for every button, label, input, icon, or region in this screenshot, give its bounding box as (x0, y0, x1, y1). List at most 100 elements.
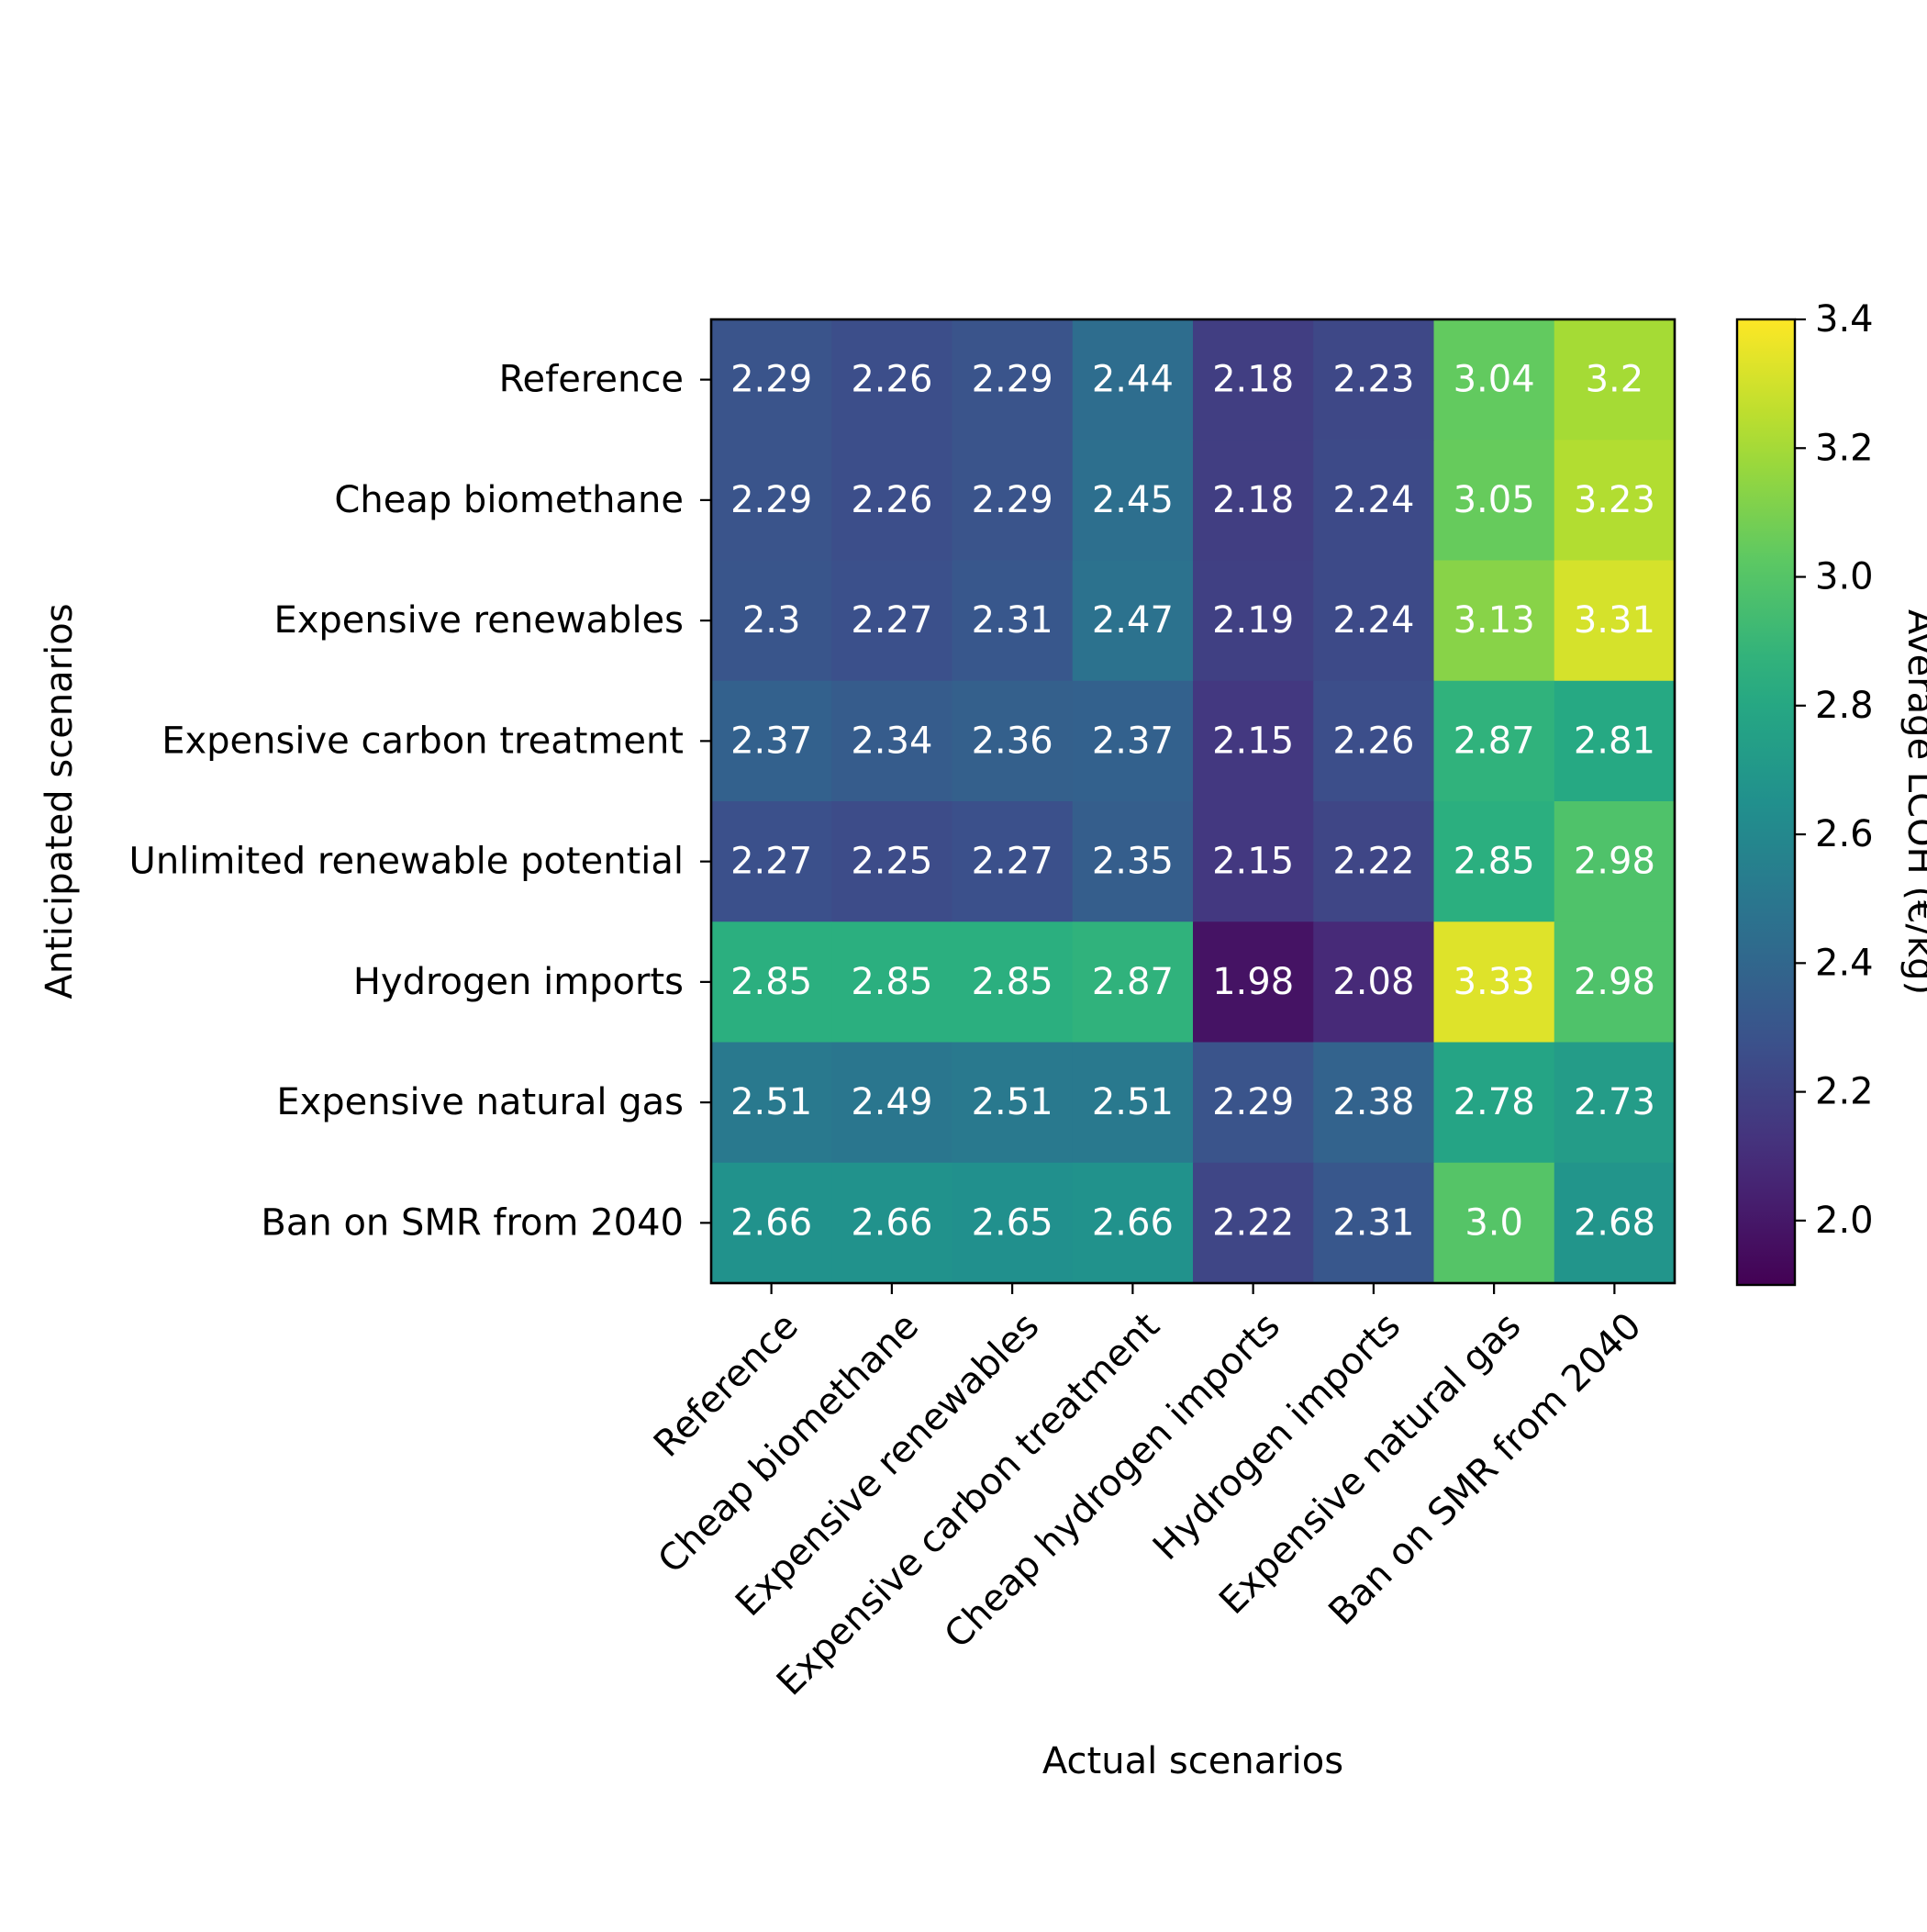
heatmap-cell (952, 319, 1074, 441)
heatmap-cell (711, 1042, 832, 1164)
heatmap-cell (1433, 319, 1555, 441)
heatmap-cell (952, 560, 1074, 682)
cell-value-label: 2.44 (1092, 359, 1174, 401)
y-tick-label: Expensive renewables (273, 599, 684, 642)
cell-value-label: 2.49 (851, 1081, 932, 1123)
heatmap-cell (1433, 801, 1555, 922)
heatmap-cell (1313, 1162, 1435, 1284)
heatmap-cell (831, 921, 953, 1044)
heatmap-cell (831, 801, 953, 922)
cell-value-label: 2.51 (730, 1081, 812, 1123)
heatmap-cell (711, 680, 832, 802)
cell-value-label: 2.15 (1212, 720, 1294, 762)
cell-value-label: 2.45 (1092, 479, 1174, 521)
heatmap-cell (952, 440, 1074, 562)
y-axis-title: Anticipated scenarios (39, 603, 81, 999)
cell-value-label: 2.85 (972, 961, 1053, 1003)
heatmap-cell (1313, 921, 1435, 1044)
heatmap-cell (1433, 1162, 1555, 1284)
cell-value-label: 2.27 (972, 841, 1053, 883)
cell-value-label: 2.85 (851, 961, 932, 1003)
heatmap-cell (1072, 801, 1194, 922)
cell-value-label: 2.24 (1332, 599, 1414, 642)
heatmap-cell (1313, 801, 1435, 922)
heatmap-cell (952, 1162, 1074, 1284)
cell-value-label: 2.51 (972, 1081, 1053, 1123)
y-tick-label: Hydrogen imports (353, 961, 684, 1003)
colorbar-tick-label: 2.6 (1815, 813, 1874, 855)
cell-value-label: 2.27 (851, 599, 932, 642)
heatmap-cell (952, 801, 1074, 922)
heatmap-cell (1554, 1162, 1676, 1284)
cell-value-label: 2.24 (1332, 479, 1414, 521)
colorbar-tick-label: 2.8 (1815, 685, 1874, 727)
cell-value-label: 2.26 (1332, 720, 1414, 762)
cell-value-label: 2.29 (730, 359, 812, 401)
cell-value-label: 2.18 (1212, 479, 1294, 521)
cell-value-label: 2.87 (1092, 961, 1174, 1003)
cell-value-label: 2.19 (1212, 599, 1294, 642)
cell-value-label: 2.27 (730, 841, 812, 883)
cell-value-label: 2.47 (1092, 599, 1174, 642)
cell-value-label: 2.66 (730, 1201, 812, 1244)
plot-frame (709, 318, 1676, 1285)
y-tick-label: Expensive natural gas (276, 1081, 684, 1123)
colorbar (1735, 318, 1797, 1287)
cell-value-label: 3.13 (1454, 599, 1535, 642)
cell-value-label: 2.25 (851, 841, 932, 883)
heatmap-cell (711, 560, 832, 682)
heatmap-cell (1313, 319, 1435, 441)
cell-value-label: 2.98 (1574, 841, 1655, 883)
cell-value-label: 2.29 (1212, 1081, 1294, 1123)
cell-value-label: 1.98 (1212, 961, 1294, 1003)
heatmap-cell (952, 680, 1074, 802)
colorbar-tick-label: 2.4 (1815, 942, 1874, 984)
cell-value-label: 3.05 (1454, 479, 1535, 521)
heatmap-cell (1193, 1042, 1314, 1164)
cell-value-label: 2.26 (851, 479, 932, 521)
cell-value-label: 2.26 (851, 359, 932, 401)
heatmap-cell (711, 801, 832, 922)
cell-value-label: 2.29 (972, 479, 1053, 521)
cell-value-label: 2.23 (1332, 359, 1414, 401)
colorbar-tick-label: 3.4 (1815, 298, 1874, 341)
heatmap-cell (1072, 1042, 1194, 1164)
heatmap-cell (1313, 440, 1435, 562)
heatmap-cell (1193, 680, 1314, 802)
cell-value-label: 2.85 (730, 961, 812, 1003)
cell-value-label: 3.2 (1586, 359, 1644, 401)
heatmap-cell (1433, 680, 1555, 802)
cell-value-label: 2.15 (1212, 841, 1294, 883)
cell-value-label: 3.04 (1454, 359, 1535, 401)
cell-value-label: 2.37 (1092, 720, 1174, 762)
heatmap-cell (831, 440, 953, 562)
heatmap-cell (1554, 680, 1676, 802)
cell-value-label: 2.51 (1092, 1081, 1174, 1123)
heatmap-cell (1072, 1162, 1194, 1284)
heatmap-cell (1193, 921, 1314, 1044)
cell-value-label: 2.22 (1332, 841, 1414, 883)
heatmap-cell (1193, 801, 1314, 922)
heatmap-cell (1554, 1042, 1676, 1164)
heatmap-cell (831, 680, 953, 802)
heatmap-cell (1313, 560, 1435, 682)
cell-value-label: 2.3 (742, 599, 801, 642)
heatmap-cell (1072, 440, 1194, 562)
cell-value-label: 2.66 (1092, 1201, 1174, 1244)
heatmap-cell (1433, 440, 1555, 562)
heatmap-cell (711, 921, 832, 1044)
cell-value-label: 2.18 (1212, 359, 1294, 401)
heatmap-cell (711, 440, 832, 562)
heatmap-cell (1193, 1162, 1314, 1284)
cell-value-label: 2.85 (1454, 841, 1535, 883)
heatmap-cell (1313, 680, 1435, 802)
y-tick-label: Expensive carbon treatment (162, 720, 684, 762)
colorbar-tick-label: 3.2 (1815, 427, 1874, 469)
colorbar-tick-label: 2.0 (1815, 1200, 1874, 1242)
heatmap-cell (831, 1162, 953, 1284)
heatmap-cell (952, 921, 1074, 1044)
cell-value-label: 3.0 (1465, 1201, 1523, 1244)
heatmap-cell (952, 1042, 1074, 1164)
